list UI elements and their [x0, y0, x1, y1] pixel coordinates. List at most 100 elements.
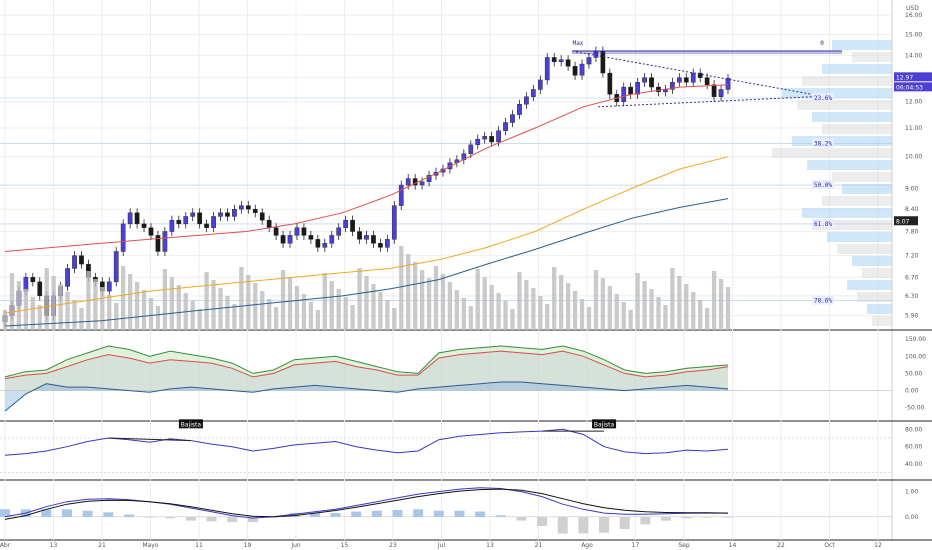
volume-bar [9, 273, 15, 330]
volume-bar [649, 289, 654, 330]
x-tick-label: 13 [50, 542, 58, 549]
candle-body [426, 175, 432, 182]
macd-histogram-bar [578, 516, 589, 534]
triangle-upper-trendline [571, 50, 813, 95]
candle-body [628, 86, 634, 95]
candle-body [565, 59, 571, 67]
macd-histogram-bar [247, 516, 258, 523]
rsi-divergence-line-1 [108, 437, 191, 442]
macd-histogram-bar [289, 513, 300, 517]
osc-tick-label: 0.00 [905, 388, 919, 395]
candle-body [517, 104, 522, 115]
volume-profile-bar [812, 220, 892, 230]
candle-body [322, 243, 328, 248]
volume-bar [100, 287, 105, 330]
volume-bar [343, 297, 348, 330]
volume-profile-bar [842, 184, 892, 194]
volume-bar [718, 279, 724, 330]
candle-body [232, 208, 237, 217]
fib-label-box [812, 218, 834, 228]
volume-profile-bar [802, 76, 892, 86]
candle-body [141, 223, 147, 228]
volume-bar [385, 300, 390, 330]
volume-bar [433, 266, 439, 330]
volume-bar [107, 295, 112, 330]
volume-bar [253, 283, 258, 330]
candle-body [72, 255, 77, 269]
volume-bar [642, 281, 647, 330]
macd-histogram-bar [599, 516, 610, 533]
candle-body [343, 219, 348, 228]
x-tick-label: 23 [389, 542, 397, 549]
price-tick-label: 7.20 [905, 253, 919, 260]
candle-body [600, 50, 606, 74]
candle-body [586, 57, 592, 65]
currency-label: USD [906, 5, 919, 12]
volume-profile-bar [807, 160, 892, 170]
volume-bar [232, 304, 237, 330]
rsi-tick-label: 80.00 [905, 426, 922, 433]
candle-body [385, 239, 390, 248]
candle-body [670, 82, 675, 90]
candle-body [510, 114, 515, 123]
volume-bar [336, 289, 341, 330]
volume-bar [579, 299, 585, 330]
candle-body [496, 130, 501, 143]
candle-body [204, 223, 209, 228]
divergence-tag-label: Bajista [181, 421, 202, 428]
volume-bar [545, 304, 550, 330]
divergence-tag-box [178, 419, 203, 429]
candle-body [245, 205, 251, 210]
candle-body [378, 243, 383, 248]
volume-bar [711, 271, 717, 330]
fib-label-box [812, 138, 834, 148]
x-tick-label: Ago [581, 542, 593, 549]
volume-bar [134, 282, 140, 330]
volume-bar [684, 284, 689, 330]
volume-bar [204, 272, 209, 330]
volume-profile-bar [852, 256, 892, 266]
volume-bar [378, 292, 383, 330]
fib-label-box [812, 180, 834, 190]
candle-body [572, 66, 578, 76]
volume-bar [197, 309, 202, 330]
volume-bar [426, 278, 432, 330]
x-tick-label: Jul [437, 542, 446, 549]
osc-line-green [4, 345, 729, 378]
volume-bar [607, 286, 612, 330]
volume-bar [211, 280, 216, 330]
volume-profile-bar [812, 112, 892, 122]
moving-average-line [4, 84, 729, 252]
volume-bar [58, 284, 63, 330]
x-tick-label: Mayo [142, 542, 158, 549]
candle-body [308, 235, 314, 240]
fib-level-label: 23.6% [814, 95, 832, 102]
candle-body [79, 255, 84, 265]
volume-bar [600, 278, 606, 330]
volume-bar [691, 292, 696, 330]
volume-bar [698, 300, 703, 330]
volume-bar [468, 306, 473, 330]
candle-body [642, 77, 647, 83]
volume-bar [301, 294, 307, 330]
candle-body [482, 136, 488, 140]
candle-body [350, 219, 355, 232]
x-tick-label: 17 [632, 542, 640, 549]
macd-histogram-bar [61, 509, 72, 517]
volume-bar [30, 297, 35, 330]
candle-body [551, 57, 557, 63]
fib-label-box [812, 93, 834, 103]
macd-line [4, 487, 728, 519]
max-label: Max [573, 40, 584, 47]
volume-bar [392, 308, 397, 330]
price-tick-label: 6.30 [905, 293, 919, 300]
candle-body [656, 86, 661, 93]
candle-body [148, 227, 154, 236]
macd-histogram-bar [495, 515, 506, 517]
volume-bar [364, 276, 369, 330]
candle-body [649, 77, 654, 88]
macd-histogram-bar [309, 513, 320, 517]
countdown-tag [894, 82, 932, 92]
